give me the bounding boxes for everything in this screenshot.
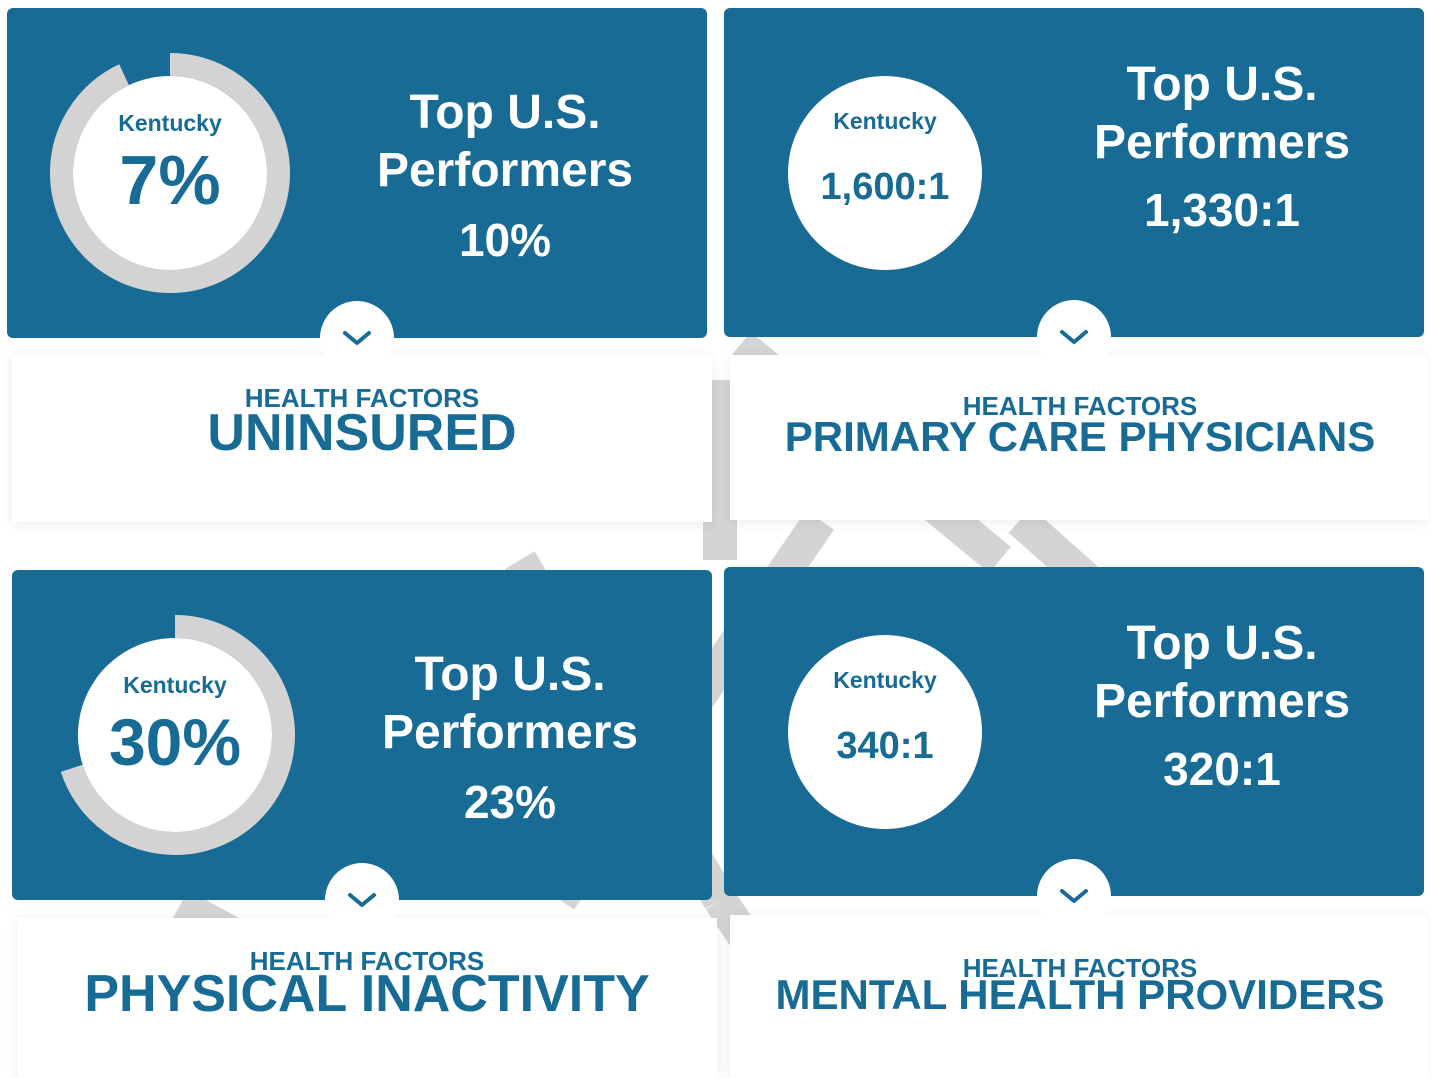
card-bottom: HEALTH FACTORS UNINSURED: [12, 355, 712, 522]
chevron-icon: [343, 331, 371, 345]
state-circle: Kentucky 340:1: [788, 635, 982, 829]
state-label: Kentucky: [123, 672, 227, 698]
top-label: Top U.S. Performers: [381, 648, 639, 759]
top-value: 23%: [463, 776, 557, 828]
category: HEALTH FACTORS: [962, 953, 1198, 983]
title: MENTAL HEALTH PROVIDERS: [775, 971, 1385, 1018]
ring-arc: [55, 615, 295, 855]
state-label: Kentucky: [118, 110, 222, 136]
state-label: Kentucky: [833, 667, 937, 693]
title: PHYSICAL INACTIVITY: [84, 965, 650, 1023]
state-value: 7%: [119, 141, 221, 219]
chevron-icon: [348, 893, 376, 907]
category: HEALTH FACTORS: [244, 383, 480, 413]
top-value: 320:1: [1163, 743, 1281, 795]
state-value: 1,600:1: [820, 166, 950, 208]
category: HEALTH FACTORS: [962, 391, 1198, 421]
top-value: 1,330:1: [1143, 184, 1300, 236]
expand-button[interactable]: [325, 863, 399, 937]
top-label: Top U.S. Performers: [376, 86, 634, 197]
card-bottom: HEALTH FACTORS MENTAL HEALTH PROVIDERS: [730, 915, 1430, 1078]
top-value: 10%: [458, 214, 552, 266]
card-bottom: HEALTH FACTORS PRIMARY CARE PHYSICIANS: [730, 355, 1430, 520]
chevron: [1060, 330, 1088, 344]
state-value: 340:1: [836, 725, 934, 767]
ring: [55, 615, 295, 855]
state-label: Kentucky: [833, 108, 937, 134]
state-value: 30%: [108, 705, 242, 779]
category: HEALTH FACTORS: [249, 946, 485, 976]
chevron: [343, 331, 371, 345]
chevron: [1060, 889, 1088, 903]
expand-button[interactable]: [1037, 300, 1111, 374]
state-circle: Kentucky 30%: [78, 638, 272, 832]
top-label: Top U.S. Performers: [1093, 617, 1351, 728]
card-bottom: HEALTH FACTORS PHYSICAL INACTIVITY: [17, 918, 717, 1078]
chevron-icon: [1060, 889, 1088, 903]
title: UNINSURED: [207, 404, 517, 462]
state-circle: Kentucky 1,600:1: [788, 76, 982, 270]
ring-arc: [50, 53, 290, 293]
state-circle: Kentucky 7%: [73, 76, 267, 270]
expand-button[interactable]: [320, 301, 394, 375]
expand-button[interactable]: [1037, 859, 1111, 933]
ring: [50, 53, 290, 293]
title: PRIMARY CARE PHYSICIANS: [784, 413, 1376, 460]
top-label: Top U.S. Performers: [1093, 58, 1351, 169]
chevron-icon: [1060, 330, 1088, 344]
chevron: [348, 893, 376, 907]
